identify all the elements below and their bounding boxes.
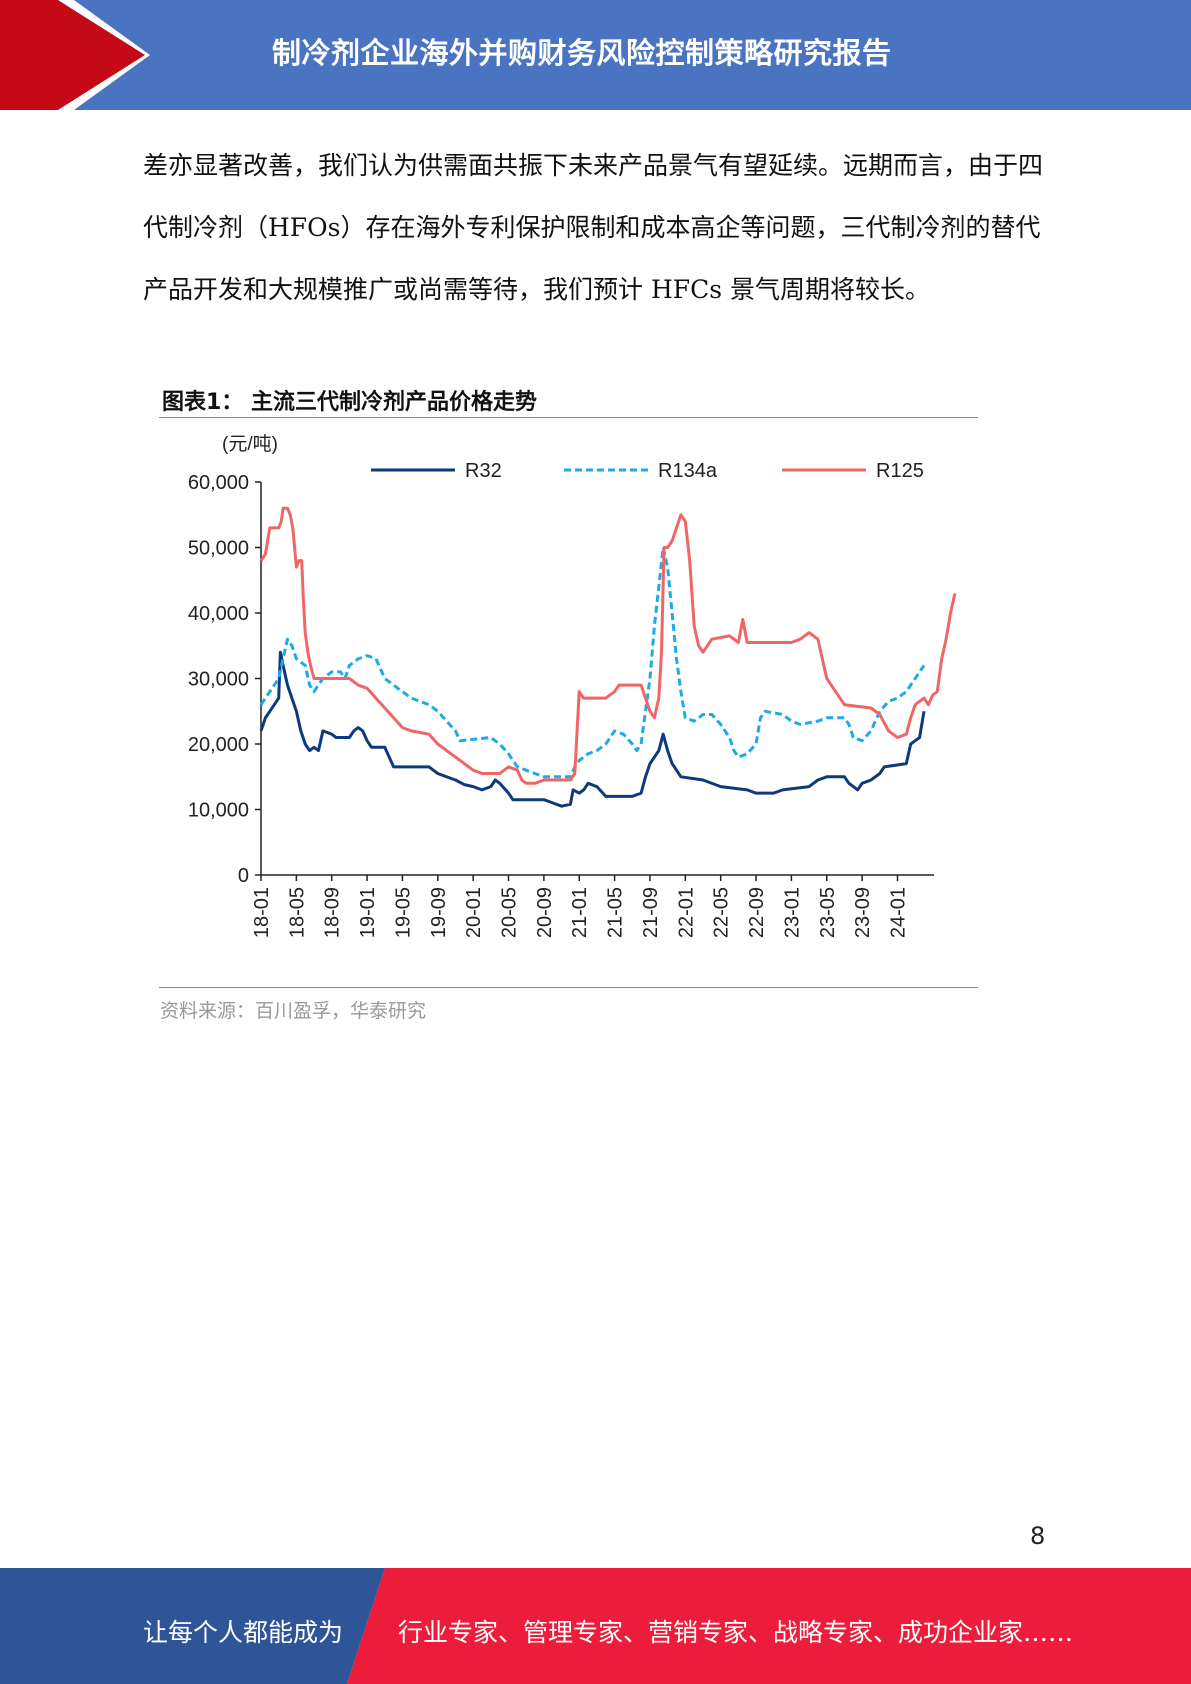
y-tick-label: 30,000 (188, 669, 249, 691)
series-line-r125 (259, 506, 957, 785)
x-tick-label: 22-09 (746, 887, 768, 938)
x-tick-label: 18-01 (251, 887, 273, 938)
figure-bottom-rule (159, 987, 978, 988)
legend-label-r134a: R134a (658, 460, 718, 482)
y-tick-label: 20,000 (188, 734, 249, 756)
x-tick-label: 22-01 (675, 887, 697, 938)
price-trend-chart: (元/吨) 0 10,000 20,000 30,000 40,000 50,000 60,0… (188, 433, 957, 938)
x-tick-label: 21-01 (569, 887, 591, 938)
figure-title: 图表1： 主流三代制冷剂产品价格走势 (162, 390, 537, 415)
x-tick-label: 23-09 (852, 887, 874, 938)
x-tick-label: 22-05 (711, 887, 733, 938)
series-line-r32 (259, 650, 926, 808)
header-bar: 制冷剂企业海外并购财务风险控制策略研究报告 (0, 0, 1191, 110)
figure-source: 资料来源：百川盈孚，华泰研究 (160, 1000, 427, 1022)
header-arrow-decoration (0, 0, 150, 110)
x-tick-label: 20-01 (463, 887, 485, 938)
x-tick-label: 20-09 (534, 887, 556, 938)
y-tick-label: 0 (238, 865, 249, 887)
x-tick-label: 20-05 (499, 887, 521, 938)
legend-label-r32: R32 (465, 460, 502, 482)
x-tick-label: 21-09 (640, 887, 662, 938)
x-tick-label: 19-01 (357, 887, 379, 938)
x-tick-label: 19-09 (428, 887, 450, 938)
x-tick-label: 19-05 (392, 887, 414, 938)
x-tick-label: 23-05 (817, 887, 839, 938)
y-tick-label: 60,000 (188, 472, 249, 494)
footer-bar: 让每个人都能成为 行业专家、管理专家、营销专家、战略专家、成功企业家…… (0, 1568, 1191, 1684)
x-tick-label: 18-05 (286, 887, 308, 938)
y-tick-label: 10,000 (188, 800, 249, 822)
figure-top-rule (159, 417, 978, 418)
x-tick-label: 23-01 (781, 887, 803, 938)
legend-label-r125: R125 (876, 460, 924, 482)
x-tick-label: 24-01 (887, 887, 909, 938)
series-line-r134a (259, 546, 926, 779)
x-tick-label: 18-09 (322, 887, 344, 938)
footer-background (0, 1568, 1191, 1684)
document-title: 制冷剂企业海外并购财务风险控制策略研究报告 (272, 36, 892, 70)
chart-axes: (元/吨) 0 10,000 20,000 30,000 40,000 50,000 60,0… (188, 433, 934, 938)
y-axis-label: (元/吨) (222, 433, 278, 455)
chart-legend: R32 R134a R125 (371, 460, 924, 482)
footer-slogan-left: 让每个人都能成为 (143, 1618, 344, 1647)
y-tick-label: 50,000 (188, 538, 249, 560)
chart-series-group (259, 506, 957, 808)
x-tick-label: 21-05 (605, 887, 627, 938)
y-tick-label: 40,000 (188, 603, 249, 625)
footer-slogan-right: 行业专家、管理专家、营销专家、战略专家、成功企业家…… (398, 1618, 1074, 1647)
body-paragraph: 差亦显著改善，我们认为供需面共振下未来产品景气有望延续。远期而言，由于四代制冷剂… (143, 151, 1044, 304)
page-number: 8 (1030, 1522, 1046, 1550)
